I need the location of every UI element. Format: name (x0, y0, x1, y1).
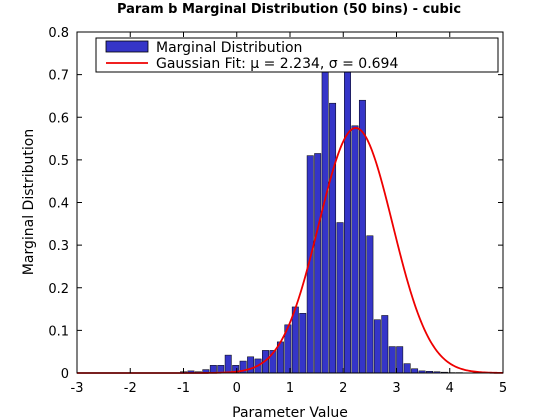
histogram-bar (321, 65, 329, 374)
y-tick-label: 0.6 (48, 111, 69, 126)
y-tick-label: 0.2 (48, 282, 69, 297)
y-tick-label: 0.5 (48, 154, 69, 169)
histogram-bar (344, 63, 351, 374)
x-axis-label: Parameter Value (232, 405, 348, 420)
x-tick-label: 1 (286, 381, 294, 396)
y-tick-label: 0 (61, 367, 69, 382)
y-axis-label: Marginal Distribution (21, 129, 37, 275)
legend-box (95, 37, 499, 73)
histogram-bar (314, 153, 322, 374)
x-tick-label: 2 (339, 381, 347, 396)
legend: Marginal Distribution Gaussian Fit: μ = … (95, 37, 499, 73)
y-tick-label: 0.8 (48, 26, 69, 41)
histogram-bar (403, 363, 411, 374)
x-axis-ticks: -3 -2 -1 0 1 2 3 4 5 (71, 32, 507, 396)
histogram-bars (180, 63, 463, 374)
y-axis-ticks: 0 0.1 0.2 0.3 0.4 0.5 0.6 0.7 0.8 (48, 26, 503, 382)
histogram-bar (381, 315, 389, 374)
histogram-bar (224, 354, 232, 374)
legend-bar-swatch (105, 40, 149, 53)
x-tick-label: -3 (71, 381, 84, 396)
x-tick-label: -1 (177, 381, 190, 396)
x-tick-label: 4 (446, 381, 454, 396)
histogram-bar (247, 356, 255, 374)
x-tick-label: -2 (124, 381, 137, 396)
histogram-bar (209, 365, 217, 374)
x-tick-label: 5 (499, 381, 507, 396)
chart-title: Param b Marginal Distribution (50 bins) … (117, 2, 461, 17)
histogram-bar (358, 99, 366, 374)
legend-line-label: Gaussian Fit: μ = 2.234, σ = 0.694 (156, 56, 398, 72)
histogram-bar (388, 346, 396, 374)
y-tick-label: 0.3 (48, 239, 69, 254)
y-tick-label: 0.1 (48, 324, 69, 339)
histogram-bar (329, 102, 337, 374)
histogram-bar (299, 313, 307, 374)
x-tick-label: 0 (233, 381, 241, 396)
histogram-bar (336, 222, 344, 374)
histogram-bar (396, 346, 404, 374)
histogram-bar (351, 125, 359, 374)
legend-bar-label: Marginal Distribution (156, 40, 302, 56)
histogram-bar (373, 319, 381, 374)
histogram-bar (411, 368, 419, 374)
y-tick-label: 0.7 (48, 69, 69, 84)
y-tick-label: 0.4 (48, 197, 69, 212)
histogram-bar (366, 235, 374, 374)
x-tick-label: 3 (392, 381, 400, 396)
